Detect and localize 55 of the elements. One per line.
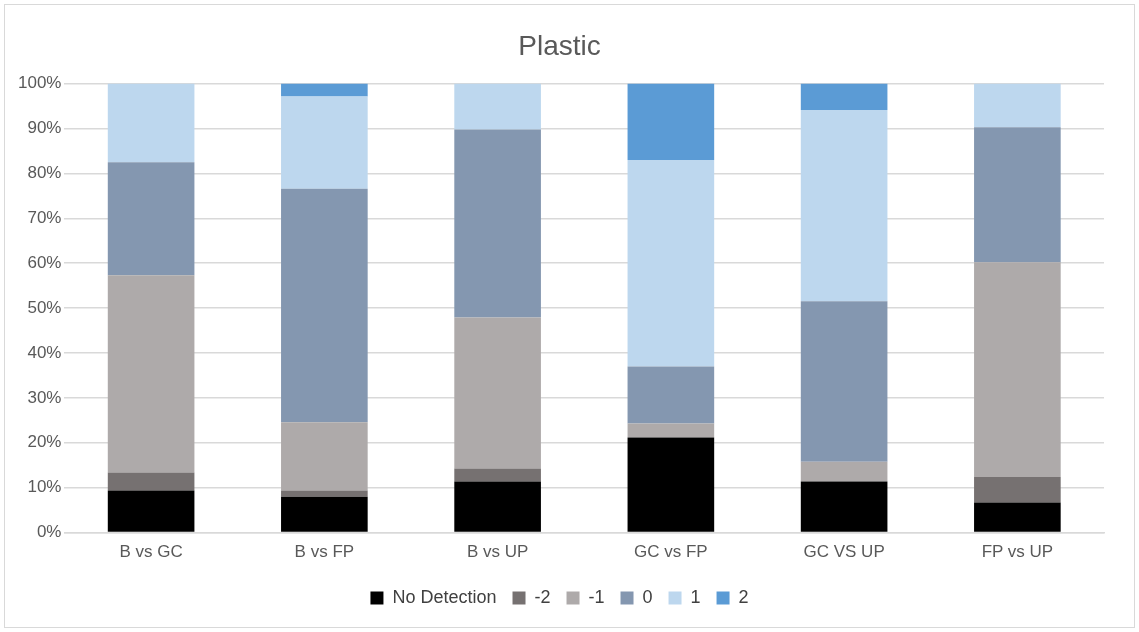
y-tick-label: 30% — [27, 387, 62, 407]
y-tick-label: 0% — [36, 522, 62, 542]
bar — [974, 127, 1061, 263]
chart-title: Plastic — [518, 29, 601, 61]
bar — [800, 301, 888, 462]
bar — [974, 262, 1061, 477]
legend-label: -2 — [534, 586, 551, 607]
x-tick-label: B vs GC — [119, 542, 183, 562]
legend-label: 1 — [690, 586, 701, 607]
y-tick-label: 100% — [18, 73, 62, 93]
y-tick-label: 20% — [27, 432, 62, 452]
bar — [281, 496, 368, 532]
x-tick-label: B vs FP — [294, 542, 355, 562]
bar — [454, 468, 541, 482]
bar — [627, 159, 715, 367]
legend-label: 0 — [642, 586, 653, 607]
y-tick-label: 10% — [27, 477, 62, 497]
bar — [800, 110, 888, 302]
y-tick-label: 60% — [27, 252, 62, 272]
legend-label: 2 — [738, 586, 749, 607]
y-tick-label: 90% — [27, 118, 62, 138]
bar — [107, 83, 195, 163]
bar — [800, 461, 888, 482]
bar — [974, 502, 1061, 532]
bar — [281, 188, 368, 423]
legend-label: -1 — [588, 586, 605, 607]
bar — [107, 472, 195, 491]
x-tick-label: B vs UP — [466, 542, 529, 562]
bar — [454, 317, 541, 469]
bar — [627, 83, 715, 160]
bar — [454, 129, 541, 318]
y-tick-label: 50% — [27, 297, 62, 317]
bar — [107, 275, 195, 473]
bar — [281, 83, 368, 97]
bar — [627, 437, 715, 532]
bar — [800, 83, 888, 111]
bar — [281, 422, 368, 491]
bar — [281, 96, 368, 189]
bar — [627, 423, 715, 438]
bar — [107, 162, 195, 276]
bar — [454, 83, 541, 130]
x-tick-label: FP vs UP — [981, 542, 1054, 562]
bar — [281, 490, 368, 497]
bar — [627, 366, 715, 424]
y-tick-label: 70% — [27, 207, 62, 227]
y-tick-label: 80% — [27, 163, 62, 183]
legend-label: No Detection — [392, 586, 497, 607]
bar — [974, 476, 1061, 503]
bar — [454, 481, 541, 532]
x-tick-label: GC vs FP — [634, 542, 708, 562]
y-tick-label: 40% — [27, 342, 62, 362]
bar — [107, 490, 195, 532]
bar — [974, 83, 1061, 128]
x-tick-label: GC VS UP — [803, 542, 885, 562]
bar — [800, 481, 888, 532]
